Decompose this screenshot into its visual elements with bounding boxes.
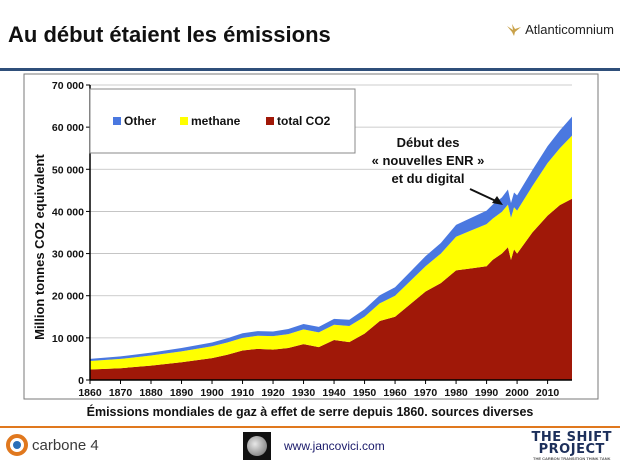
footer: carbone 4 www.jancovici.com THE SHIFT PR… xyxy=(0,430,620,464)
area-methane xyxy=(90,135,572,370)
title-rule xyxy=(0,68,620,71)
x-tick-label: 1940 xyxy=(322,387,346,399)
carbone4-logo: carbone 4 xyxy=(6,434,99,456)
area-total-co2 xyxy=(90,198,572,380)
annotation-line-1: Début des xyxy=(397,135,460,150)
legend-swatch-other xyxy=(113,117,121,125)
legend-label-co2: total CO2 xyxy=(277,114,331,128)
x-tick-label: 1920 xyxy=(261,387,285,399)
moon-logo-icon xyxy=(243,432,271,460)
x-tick-label: 1970 xyxy=(414,387,438,399)
shift-logo-line2: PROJECT xyxy=(538,442,605,457)
shift-project-logo: THE SHIFT PROJECT THE CARBON TRANSITION … xyxy=(531,430,612,461)
x-tick-label: 1880 xyxy=(139,387,163,399)
legend: Other methane total CO2 xyxy=(89,88,356,154)
carbone4-label: carbone 4 xyxy=(32,436,99,454)
x-tick-label: 1870 xyxy=(109,387,133,399)
y-tick-label: 70 000 xyxy=(52,80,84,92)
annotation-line-2: « nouvelles ENR » xyxy=(372,153,485,168)
y-tick-label: 60 000 xyxy=(52,122,84,134)
footer-rule xyxy=(0,426,620,428)
y-tick-label: 20 000 xyxy=(52,291,84,303)
legend-label-other: Other xyxy=(124,114,156,128)
y-tick-label: 50 000 xyxy=(52,164,84,176)
x-tick-label: 1860 xyxy=(78,387,102,399)
y-axis-ticks: 0 10 000 20 000 30 000 40 000 50 000 60 000 70 … xyxy=(52,80,90,387)
atlanticomnium-logo: Atlanticomnium xyxy=(506,22,614,37)
emissions-chart: 1860 1870 1880 1890 1900 1910 1920 1930 1940 1950… xyxy=(23,73,599,400)
x-tick-label: 1980 xyxy=(444,387,468,399)
x-tick-label: 1950 xyxy=(353,387,377,399)
x-tick-label: 2000 xyxy=(505,387,529,399)
bird-icon xyxy=(507,23,522,36)
x-tick-label: 1890 xyxy=(170,387,194,399)
y-tick-label: 40 000 xyxy=(52,206,84,218)
y-tick-label: 10 000 xyxy=(52,333,84,345)
legend-swatch-co2 xyxy=(266,117,274,125)
slide-title: Au début étaient les émissions xyxy=(8,22,331,47)
annotation-arrowhead xyxy=(492,196,503,205)
stacked-areas xyxy=(90,116,572,380)
annotation-arrow xyxy=(469,188,499,203)
x-tick-label: 1930 xyxy=(292,387,316,399)
x-tick-label: 1900 xyxy=(200,387,224,399)
x-axis-ticks: 1860 1870 1880 1890 1900 1910 1920 1930 1940 1950… xyxy=(78,380,559,399)
y-tick-label: 0 xyxy=(78,375,84,387)
x-tick-label: 2010 xyxy=(536,387,560,399)
x-tick-label: 1960 xyxy=(383,387,407,399)
shift-logo-line1: THE SHIFT xyxy=(531,430,612,445)
shift-logo-tagline: THE CARBON TRANSITION THINK TANK xyxy=(533,456,611,461)
website-link[interactable]: www.jancovici.com xyxy=(284,439,385,453)
legend-label-methane: methane xyxy=(191,114,241,128)
legend-swatch-methane xyxy=(180,117,188,125)
x-tick-label: 1990 xyxy=(475,387,499,399)
y-axis-label: Million tonnes CO2 equivalent xyxy=(32,154,47,340)
legend-box xyxy=(89,88,356,154)
y-tick-label: 30 000 xyxy=(52,249,84,261)
x-tick-label: 1910 xyxy=(231,387,255,399)
chart-caption: Émissions mondiales de gaz à effet de se… xyxy=(86,405,534,419)
annotation: Début des « nouvelles ENR » et du digita… xyxy=(372,135,503,205)
carbone4-icon xyxy=(6,434,28,456)
atlanticomnium-label: Atlanticomnium xyxy=(525,22,614,37)
annotation-line-3: et du digital xyxy=(392,171,465,186)
